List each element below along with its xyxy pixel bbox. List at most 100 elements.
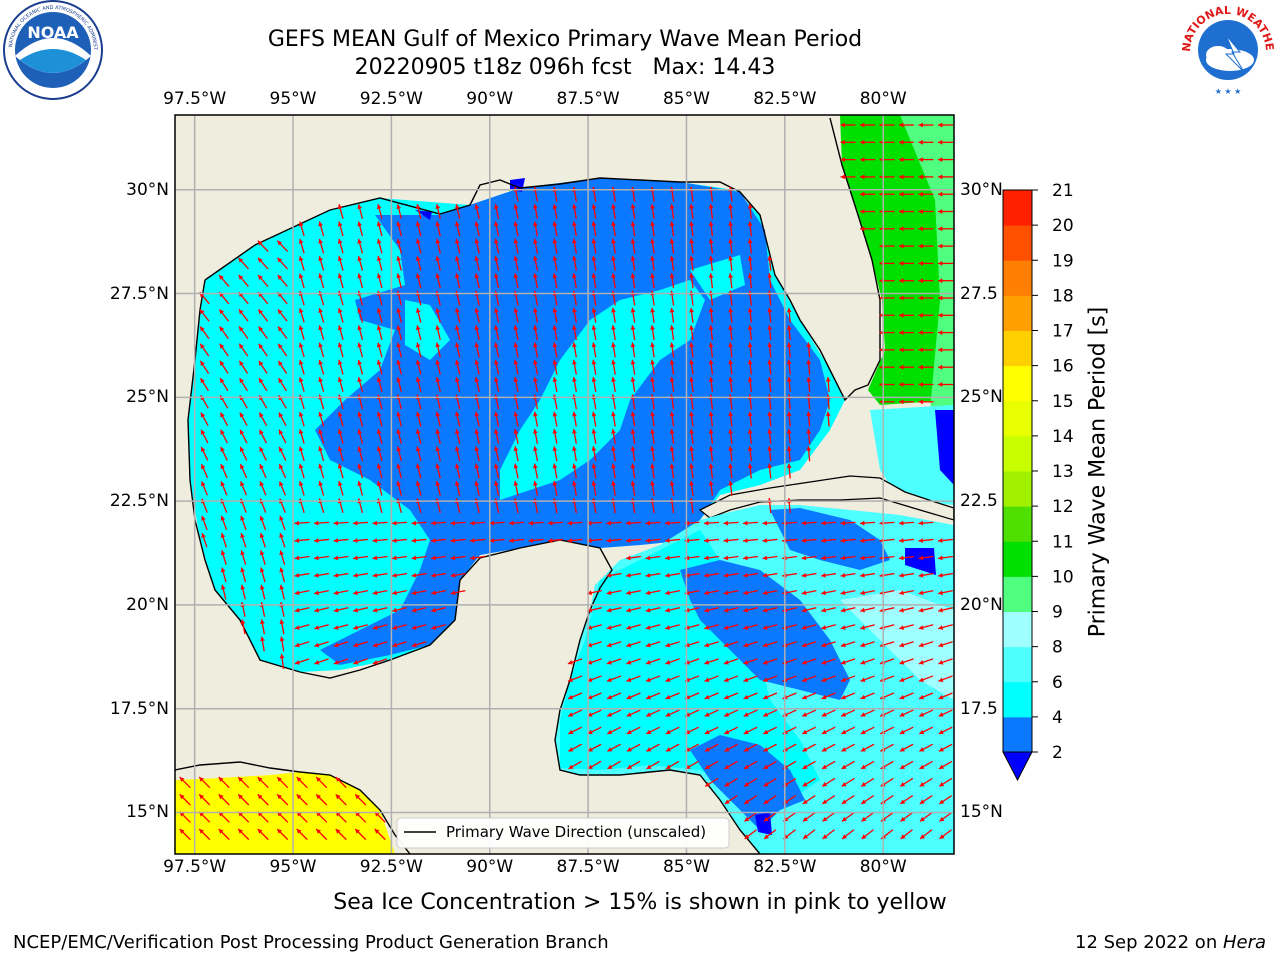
wave-direction-arrow: [357, 204, 364, 219]
wave-direction-arrow: [937, 572, 954, 578]
wave-direction-arrow: [860, 794, 875, 805]
wave-direction-arrow: [899, 295, 914, 301]
wave-direction-arrow: [376, 377, 383, 392]
wave-direction-arrow: [258, 326, 268, 340]
wave-direction-arrow: [938, 743, 953, 752]
wave-direction-arrow: [435, 359, 441, 375]
wave-direction-arrow: [259, 550, 266, 565]
wave-direction-arrow: [494, 238, 500, 254]
wave-direction-arrow: [786, 359, 792, 375]
wave-direction-arrow: [650, 238, 655, 254]
wave-direction-arrow: [728, 307, 734, 323]
wave-direction-arrow: [900, 829, 913, 840]
wave-direction-arrow: [606, 607, 622, 613]
wave-direction-arrow: [938, 295, 953, 301]
wave-direction-arrow: [650, 463, 655, 479]
wave-direction-arrow: [821, 675, 836, 682]
wave-direction-arrow: [318, 342, 325, 358]
wave-direction-arrow: [918, 157, 934, 162]
wave-direction-arrow: [650, 255, 655, 271]
colorbar-segment: [1003, 716, 1032, 753]
lat-tick-left: 15°N: [126, 802, 169, 823]
wave-direction-arrow: [435, 377, 441, 392]
wave-direction-arrow: [743, 658, 758, 665]
wave-direction-arrow: [239, 446, 248, 461]
colorbar-segment: [1003, 646, 1032, 683]
wave-direction-arrow: [357, 480, 364, 496]
wave-direction-arrow: [494, 273, 500, 289]
wave-direction-arrow: [728, 342, 734, 358]
wave-direction-arrow: [899, 139, 914, 145]
wave-direction-arrow: [357, 342, 364, 358]
wave-direction-arrow: [318, 463, 325, 479]
wave-direction-arrow: [689, 359, 694, 375]
wave-direction-arrow: [645, 555, 661, 561]
wave-direction-arrow: [899, 399, 914, 405]
wave-direction-arrow: [918, 607, 934, 613]
wave-direction-arrow: [919, 794, 933, 805]
wave-direction-arrow: [396, 480, 402, 496]
lon-tick-bottom: 92.5°W: [359, 857, 423, 877]
wave-direction-arrow: [430, 572, 447, 578]
wave-direction-arrow: [337, 204, 344, 219]
wave-direction-arrow: [357, 307, 364, 323]
wave-direction-arrow: [257, 274, 269, 287]
wave-direction-arrow: [767, 376, 773, 393]
colorbar-tick-label: 21: [1052, 181, 1074, 201]
wave-direction-arrow: [611, 255, 616, 271]
wave-direction-arrow: [821, 658, 836, 665]
wave-direction-arrow: [415, 428, 422, 444]
wave-direction-arrow: [572, 359, 577, 375]
wave-direction-arrow: [763, 760, 777, 770]
wave-direction-arrow: [820, 572, 837, 578]
wave-direction-arrow: [431, 589, 446, 596]
wave-direction-arrow: [744, 812, 757, 822]
wave-direction-arrow: [591, 376, 597, 393]
wave-direction-arrow: [552, 273, 558, 289]
wave-direction-arrow: [918, 382, 934, 387]
wave-direction-arrow: [630, 255, 636, 271]
wave-direction-arrow: [572, 480, 577, 496]
wave-direction-arrow: [376, 446, 383, 462]
wave-direction-arrow: [626, 726, 641, 735]
wave-direction-arrow: [298, 411, 305, 427]
wave-direction-arrow: [821, 589, 836, 596]
wave-direction-arrow: [279, 567, 286, 583]
wave-direction-arrow: [645, 589, 661, 596]
wave-direction-arrow: [372, 641, 388, 648]
wave-direction-arrow: [533, 411, 539, 427]
wave-direction-arrow: [626, 624, 641, 630]
wave-direction-arrow: [669, 411, 675, 427]
wave-direction-arrow: [220, 515, 228, 531]
wave-direction-arrow: [762, 641, 778, 648]
wave-direction-arrow: [494, 255, 500, 271]
wave-direction-arrow: [200, 412, 209, 426]
wave-direction-arrow: [278, 412, 287, 426]
wave-direction-arrow: [611, 480, 616, 496]
wave-direction-arrow: [919, 743, 933, 752]
wave-direction-arrow: [669, 342, 675, 358]
wave-direction-arrow: [219, 412, 229, 426]
wave-direction-arrow: [494, 428, 500, 444]
wave-direction-arrow: [430, 538, 447, 543]
wave-direction-arrow: [353, 607, 368, 613]
wave-direction-arrow: [742, 555, 759, 561]
wave-direction-arrow: [899, 692, 914, 700]
wave-direction-arrow: [708, 428, 714, 444]
wave-direction-arrow: [728, 463, 734, 479]
wave-direction-arrow: [708, 359, 714, 375]
wave-direction-arrow: [567, 692, 583, 700]
legend-label: Primary Wave Direction (unscaled): [446, 823, 706, 841]
wave-direction-arrow: [314, 658, 329, 665]
wave-direction-arrow: [277, 274, 288, 287]
wave-direction-arrow: [801, 692, 817, 700]
wave-direction-arrow: [645, 572, 661, 578]
wave-direction-arrow: [825, 411, 831, 427]
wave-direction-arrow: [572, 273, 577, 289]
wave-direction-arrow: [220, 532, 227, 548]
wave-direction-arrow: [552, 463, 558, 479]
wave-direction-arrow: [801, 589, 817, 596]
wave-direction-arrow: [396, 342, 402, 358]
wave-direction-arrow: [742, 538, 759, 543]
wave-direction-arrow: [219, 343, 229, 357]
